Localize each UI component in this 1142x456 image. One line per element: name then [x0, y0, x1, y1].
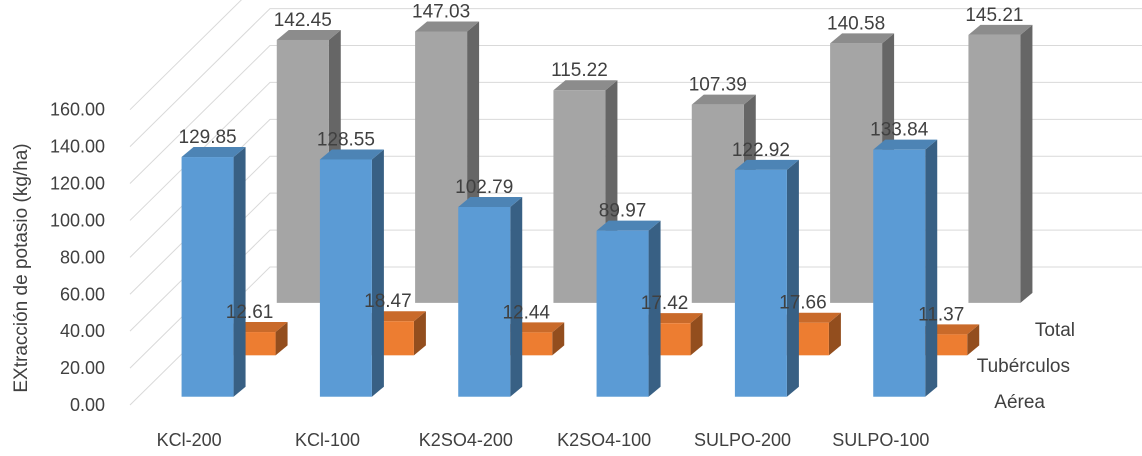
data-label: 107.39	[689, 75, 747, 96]
data-label: 12.61	[226, 302, 274, 323]
y-tick-label: 0.00	[70, 395, 105, 415]
bar-aérea-k2so4-200	[458, 196, 523, 397]
data-label: 140.58	[827, 13, 885, 34]
x-category-label: KCl-100	[295, 430, 360, 450]
y-tick-label: 100.00	[50, 210, 105, 230]
data-label: 17.42	[641, 293, 689, 314]
x-axis-categories: KCl-200 KCl-100 K2SO4-200 K2SO4-100 SULPO-20…	[157, 430, 930, 450]
y-tick-label: 60.00	[60, 284, 105, 304]
x-category-label: K2SO4-100	[557, 430, 651, 450]
data-label: 17.66	[779, 293, 827, 314]
bar-aérea-k2so4-100	[596, 220, 661, 397]
y-axis-ticks: 0.00 20.00 40.00 60.00 80.00 100.00 120.00 140.…	[50, 100, 105, 415]
data-labels: 142.45 147.03 115.22 107.39 140.58 145.21 12.6…	[179, 1, 1024, 325]
x-category-label: SULPO-200	[694, 430, 791, 450]
data-label: 11.37	[918, 304, 964, 325]
data-label: 142.45	[274, 10, 332, 31]
chart-walls	[129, 0, 1142, 406]
y-tick-label: 140.00	[50, 137, 105, 157]
x-category-label: KCl-200	[157, 430, 222, 450]
data-label: 102.79	[455, 177, 513, 198]
data-label: 129.85	[179, 127, 237, 148]
bar-aérea-kcl-200	[181, 147, 246, 397]
y-tick-label: 160.00	[50, 100, 105, 120]
data-label: 115.22	[551, 60, 608, 81]
data-label: 147.03	[412, 1, 470, 22]
y-tick-label: 20.00	[60, 358, 105, 378]
bar-total-sulpo-100	[968, 24, 1033, 303]
data-label: 89.97	[599, 201, 647, 222]
series-axis-label: Total	[1035, 320, 1075, 341]
x-category-label: SULPO-100	[832, 430, 929, 450]
data-label: 18.47	[364, 291, 412, 312]
data-label: 145.21	[965, 5, 1023, 26]
bar-aérea-sulpo-200	[734, 159, 799, 397]
data-label: 122.92	[732, 140, 790, 161]
y-axis-label: EXtracción de potasio (kg/ha)	[11, 143, 32, 392]
series-axis-label: Tubérculos	[977, 356, 1070, 377]
bar-aérea-kcl-100	[319, 149, 384, 397]
data-label: 133.84	[870, 120, 929, 141]
series-axis-labels: Aérea Tubérculos Total	[977, 320, 1075, 413]
x-category-label: K2SO4-200	[419, 430, 513, 450]
y-tick-label: 80.00	[60, 247, 105, 267]
chart-bars	[181, 21, 1033, 397]
data-label: 12.44	[502, 302, 550, 323]
gridline	[129, 8, 1142, 147]
y-tick-label: 40.00	[60, 321, 105, 341]
bar-aérea-sulpo-100	[873, 139, 938, 397]
series-axis-label: Aérea	[994, 392, 1045, 413]
gridline	[129, 0, 242, 111]
y-tick-label: 120.00	[50, 174, 105, 194]
data-label: 128.55	[317, 129, 375, 150]
